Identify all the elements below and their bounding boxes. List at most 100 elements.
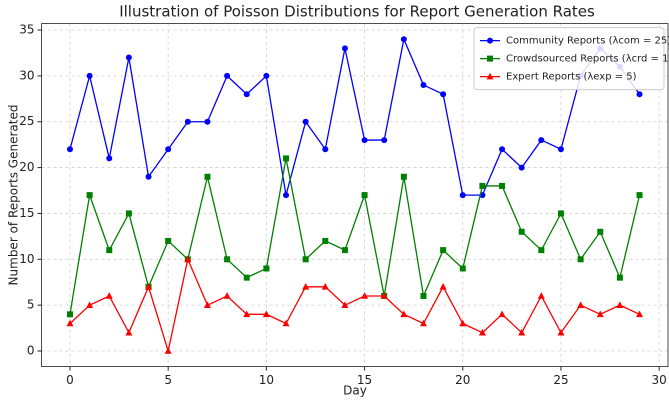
marker (263, 72, 270, 79)
marker (577, 256, 584, 263)
x-tick-label: 25 (553, 373, 568, 387)
marker (66, 311, 73, 318)
marker (518, 328, 526, 336)
marker (487, 55, 493, 62)
marker (439, 283, 447, 290)
marker (518, 164, 525, 171)
marker (400, 173, 407, 180)
marker (263, 265, 270, 272)
y-tick-label: 25 (19, 114, 34, 128)
marker (420, 292, 427, 299)
x-tick-label: 20 (455, 373, 470, 387)
marker (204, 173, 211, 180)
marker (498, 310, 506, 318)
marker (66, 146, 73, 153)
marker (223, 292, 231, 299)
marker (361, 192, 368, 199)
series-line (69, 158, 641, 315)
marker (361, 292, 369, 299)
marker (636, 310, 644, 318)
marker (283, 155, 290, 162)
marker (616, 274, 623, 281)
legend-box (473, 27, 665, 91)
marker (419, 319, 427, 327)
marker (125, 54, 132, 61)
marker (420, 82, 427, 89)
x-axis-label: Day (343, 384, 367, 398)
marker (302, 118, 309, 125)
marker (165, 237, 172, 244)
legend-label: Expert Reports (λexp = 5) (506, 72, 637, 83)
marker (105, 292, 113, 299)
marker (86, 192, 93, 199)
marker (145, 173, 152, 180)
marker (596, 310, 604, 318)
marker (400, 36, 407, 43)
x-tick-label: 0 (66, 373, 74, 387)
marker (499, 182, 506, 189)
marker (184, 118, 191, 125)
marker (106, 155, 113, 162)
marker (518, 228, 525, 235)
plot-frame (41, 23, 669, 368)
marker (125, 328, 133, 336)
marker (616, 301, 624, 308)
marker (361, 137, 368, 144)
marker (262, 310, 270, 318)
marker (125, 210, 132, 217)
marker (636, 192, 643, 199)
y-tick-label: 5 (27, 298, 35, 312)
marker (440, 91, 447, 98)
marker (381, 137, 388, 144)
marker (204, 118, 211, 125)
marker (322, 146, 329, 153)
marker (243, 310, 251, 318)
marker (321, 283, 329, 290)
marker (86, 72, 93, 79)
marker (499, 146, 506, 153)
marker (479, 182, 486, 189)
marker (145, 283, 153, 290)
marker (302, 256, 309, 263)
marker (224, 72, 231, 79)
marker (243, 274, 250, 281)
x-tick-label: 30 (652, 373, 667, 387)
marker (557, 210, 564, 217)
marker (459, 319, 467, 327)
marker (557, 146, 564, 153)
marker (224, 256, 231, 263)
marker (66, 319, 74, 327)
marker (341, 45, 348, 52)
marker (636, 91, 643, 98)
series-line (69, 36, 641, 196)
marker (577, 301, 585, 308)
y-tick-label: 10 (19, 252, 34, 266)
marker (400, 310, 408, 318)
y-tick-label: 20 (19, 160, 34, 174)
marker (165, 146, 172, 153)
legend: Community Reports (λcom = 25) Crowdsource… (473, 27, 669, 91)
marker (203, 301, 211, 308)
marker (341, 247, 348, 254)
marker (380, 292, 388, 299)
series-line (69, 257, 640, 354)
marker (440, 247, 447, 254)
marker (459, 192, 466, 199)
marker (282, 319, 290, 327)
marker (86, 301, 94, 308)
x-tick-label: 5 (164, 373, 172, 387)
marker (487, 37, 493, 44)
y-tick-label: 0 (27, 344, 35, 358)
marker (184, 255, 192, 263)
marker (164, 347, 172, 354)
marker (459, 265, 466, 272)
marker (478, 328, 486, 336)
y-tick-label: 15 (19, 206, 34, 220)
marker (283, 192, 290, 199)
y-tick-label: 30 (19, 68, 34, 82)
marker (538, 247, 545, 254)
marker (537, 292, 545, 299)
marker (486, 72, 494, 80)
legend-label: Community Reports (λcom = 25) (506, 36, 669, 47)
